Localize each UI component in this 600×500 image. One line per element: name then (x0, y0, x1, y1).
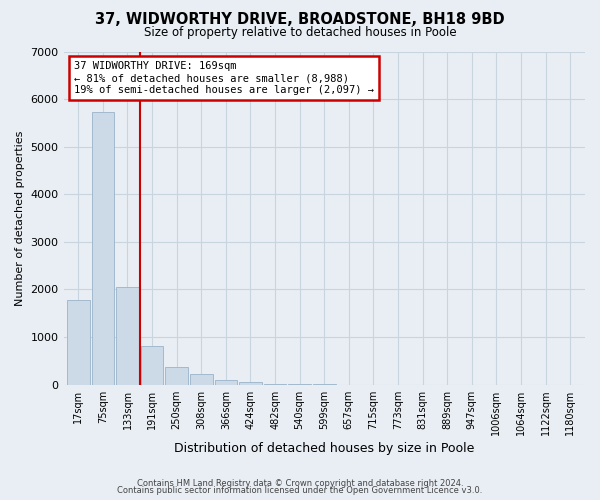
Bar (239, 382, 262, 384)
X-axis label: Distribution of detached houses by size in Poole: Distribution of detached houses by size … (174, 442, 475, 455)
Bar (116, 287, 139, 384)
Bar (92, 112, 114, 384)
Bar (166, 367, 188, 384)
Text: Size of property relative to detached houses in Poole: Size of property relative to detached ho… (143, 26, 457, 39)
Y-axis label: Number of detached properties: Number of detached properties (15, 130, 25, 306)
Text: Contains public sector information licensed under the Open Government Licence v3: Contains public sector information licen… (118, 486, 482, 495)
Text: 37, WIDWORTHY DRIVE, BROADSTONE, BH18 9BD: 37, WIDWORTHY DRIVE, BROADSTONE, BH18 9B… (95, 12, 505, 28)
Text: 37 WIDWORTHY DRIVE: 169sqm
← 81% of detached houses are smaller (8,988)
19% of s: 37 WIDWORTHY DRIVE: 169sqm ← 81% of deta… (74, 62, 374, 94)
Bar (215, 380, 237, 384)
Bar (141, 346, 163, 385)
Bar (67, 300, 89, 384)
Text: Contains HM Land Registry data © Crown copyright and database right 2024.: Contains HM Land Registry data © Crown c… (137, 478, 463, 488)
Bar (190, 374, 212, 384)
